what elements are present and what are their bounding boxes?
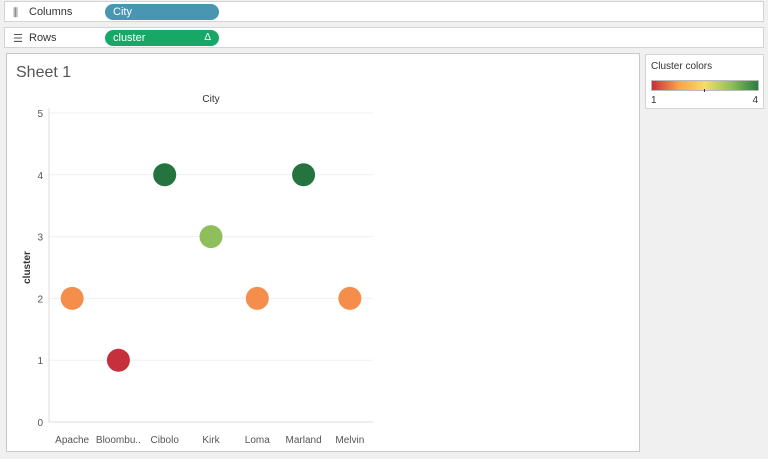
y-tick-label: 3 bbox=[37, 233, 43, 244]
sheet-title: Sheet 1 bbox=[16, 64, 72, 81]
data-point[interactable] bbox=[338, 286, 362, 310]
gridlines bbox=[48, 108, 373, 423]
cluster-color-legend[interactable]: Cluster colors 1 4 bbox=[645, 54, 764, 109]
y-tick-label: 5 bbox=[37, 109, 43, 120]
legend-title: Cluster colors bbox=[651, 61, 713, 72]
x-tick-label: Cibolo bbox=[151, 435, 180, 446]
x-tick-label: Marland bbox=[286, 435, 322, 446]
y-axis-label: cluster bbox=[22, 251, 33, 284]
x-tick-label: Bloombu.. bbox=[96, 435, 141, 446]
y-axis-ticks: 0 1 2 3 4 5 bbox=[37, 109, 43, 429]
y-tick-label: 1 bbox=[37, 356, 43, 367]
scatter-chart: City cluster 0 1 2 3 4 5 Apache Bloombu.. Cibol… bbox=[22, 94, 373, 446]
data-point[interactable] bbox=[199, 225, 223, 249]
data-point[interactable] bbox=[153, 163, 177, 187]
legend-max-label: 4 bbox=[752, 95, 758, 106]
data-point[interactable] bbox=[292, 163, 316, 187]
worksheet: Sheet 1 City cluster 0 1 2 3 4 5 Apache Bloomb… bbox=[6, 53, 640, 452]
data-point[interactable] bbox=[60, 286, 84, 310]
columns-icon: ⫼ bbox=[13, 6, 19, 19]
columns-shelf[interactable]: ⫼ Columns City bbox=[4, 1, 764, 22]
legend-midpoint-tick bbox=[704, 89, 705, 92]
data-points bbox=[60, 163, 362, 372]
x-tick-label: Loma bbox=[245, 435, 270, 446]
delta-icon: Δ bbox=[204, 32, 211, 43]
x-tick-label: Kirk bbox=[202, 435, 220, 446]
x-tick-label: Apache bbox=[55, 435, 89, 446]
city-pill-label: City bbox=[113, 6, 132, 18]
y-tick-label: 0 bbox=[37, 418, 43, 429]
y-tick-label: 2 bbox=[37, 294, 43, 305]
rows-icon: ☰ bbox=[13, 32, 23, 45]
legend-gradient bbox=[651, 80, 759, 91]
cluster-pill[interactable]: cluster Δ bbox=[105, 30, 219, 46]
chart-title: City bbox=[202, 94, 219, 105]
legend-min-label: 1 bbox=[651, 95, 657, 106]
columns-shelf-label: Columns bbox=[29, 6, 73, 18]
y-tick-label: 4 bbox=[37, 171, 43, 182]
cluster-pill-label: cluster bbox=[113, 32, 146, 44]
rows-shelf[interactable]: ☰ Rows cluster Δ bbox=[4, 27, 764, 48]
data-point[interactable] bbox=[245, 286, 269, 310]
x-axis-ticks: Apache Bloombu.. Cibolo Kirk Loma Marland Melv… bbox=[55, 435, 364, 446]
data-point[interactable] bbox=[106, 348, 130, 372]
city-pill[interactable]: City bbox=[105, 4, 219, 20]
rows-shelf-label: Rows bbox=[29, 32, 57, 44]
x-tick-label: Melvin bbox=[335, 435, 364, 446]
